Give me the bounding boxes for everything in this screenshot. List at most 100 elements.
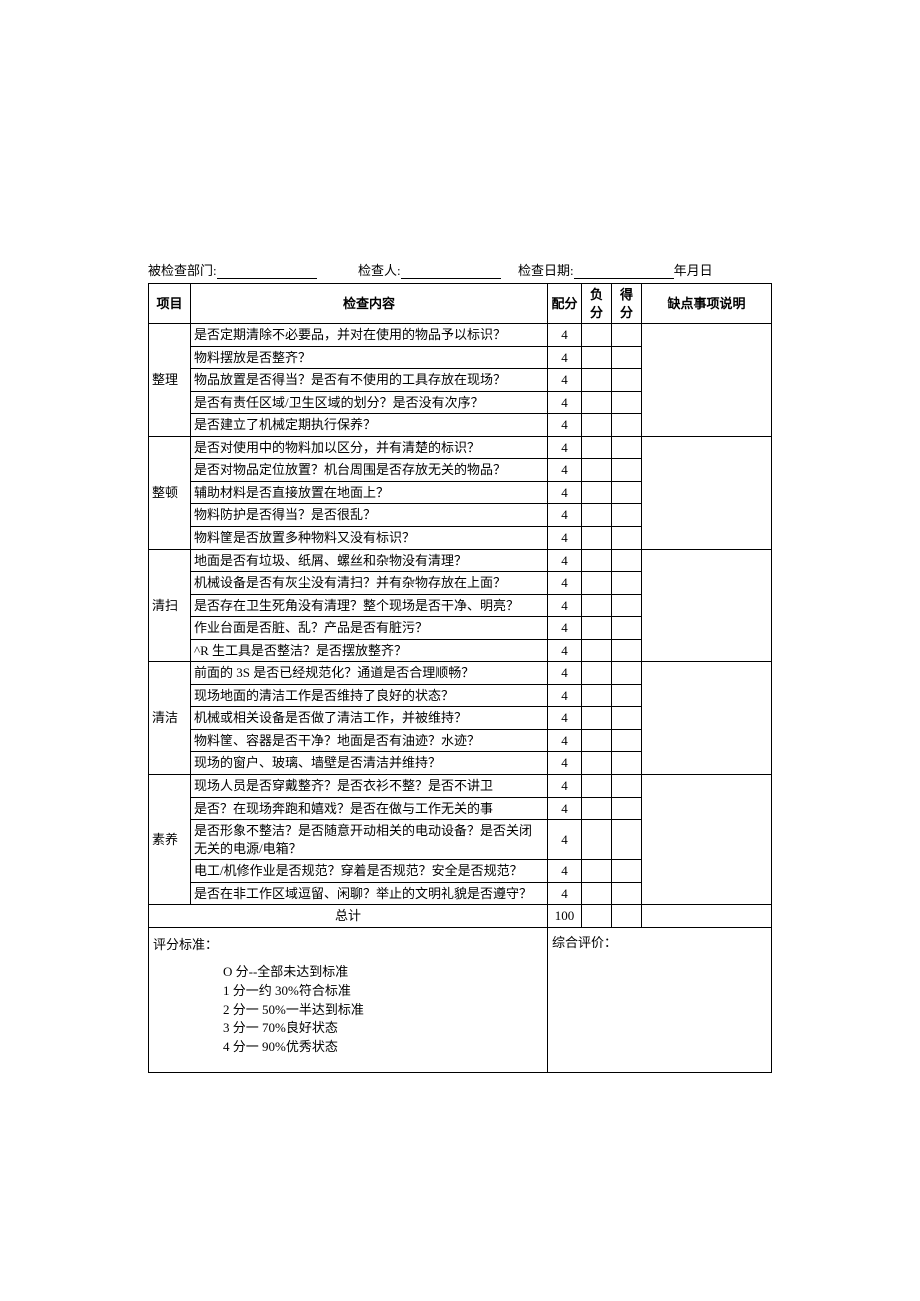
- allocated-cell: 4: [548, 882, 582, 905]
- score-cell: [612, 775, 642, 798]
- allocated-cell: 4: [548, 324, 582, 347]
- criteria-line: 3 分一 70%良好状态: [223, 1019, 543, 1037]
- score-cell: [612, 436, 642, 459]
- content-cell: 是否建立了机械定期执行保养？: [191, 414, 548, 437]
- deduct-cell: [582, 797, 612, 820]
- criteria-line: 2 分一 50%一半达到标准: [223, 1001, 543, 1019]
- criteria-line: O 分--全部未达到标准: [223, 963, 543, 981]
- table-body: 整理是否定期清除不必要品，并对在使用的物品予以标识？4物料摆放是否整齐？4物品放…: [149, 324, 772, 1073]
- allocated-cell: 4: [548, 775, 582, 798]
- deduct-cell: [582, 504, 612, 527]
- score-cell: [612, 414, 642, 437]
- content-cell: 物料筐是否放置多种物料又没有标识？: [191, 527, 548, 550]
- note-cell: [642, 662, 772, 775]
- evaluation-cell: 综合评价：: [548, 927, 772, 1072]
- content-cell: 作业台面是否脏、乱？产品是否有脏污？: [191, 617, 548, 640]
- content-cell: 物料筐、容器是否干净？地面是否有油迹？水迹？: [191, 729, 548, 752]
- allocated-cell: 4: [548, 752, 582, 775]
- allocated-cell: 4: [548, 860, 582, 883]
- allocated-cell: 4: [548, 662, 582, 685]
- criteria-line: 1 分一约 30%符合标准: [223, 982, 543, 1000]
- content-cell: 是否形象不整洁？是否随意开动相关的电动设备？是否关闭无关的电源/电箱？: [191, 820, 548, 860]
- inspector-underline: [401, 260, 501, 279]
- note-cell: [642, 549, 772, 662]
- content-cell: 是否存在卫生死角没有清理？整个现场是否干净、明亮？: [191, 594, 548, 617]
- score-cell: [612, 639, 642, 662]
- col-category: 项目: [149, 284, 191, 324]
- allocated-cell: 4: [548, 707, 582, 730]
- content-cell: 地面是否有垃圾、纸屑、螺丝和杂物没有清理？: [191, 549, 548, 572]
- date-value: 年月日: [674, 260, 713, 279]
- allocated-cell: 4: [548, 820, 582, 860]
- allocated-cell: 4: [548, 414, 582, 437]
- allocated-cell: 4: [548, 527, 582, 550]
- content-cell: 是否对使用中的物料加以区分，并有清楚的标识？: [191, 436, 548, 459]
- dept-label: 被检查部门:: [148, 260, 217, 279]
- deduct-cell: [582, 572, 612, 595]
- criteria-line: 4 分一 90%优秀状态: [223, 1038, 543, 1056]
- category-cell: 清扫: [149, 549, 191, 662]
- deduct-cell: [582, 820, 612, 860]
- score-cell: [612, 752, 642, 775]
- score-cell: [612, 459, 642, 482]
- score-cell: [612, 481, 642, 504]
- col-deduct: 负分: [582, 284, 612, 324]
- deduct-cell: [582, 436, 612, 459]
- allocated-cell: 4: [548, 572, 582, 595]
- inspector-label: 检查人:: [358, 260, 401, 279]
- score-cell: [612, 391, 642, 414]
- note-cell: [642, 324, 772, 437]
- deduct-cell: [582, 594, 612, 617]
- score-cell: [612, 707, 642, 730]
- deduct-cell: [582, 459, 612, 482]
- table-row: 清扫地面是否有垃圾、纸屑、螺丝和杂物没有清理？4: [149, 549, 772, 572]
- score-cell: [612, 549, 642, 572]
- allocated-cell: 4: [548, 369, 582, 392]
- total-label: 总计: [149, 905, 548, 928]
- deduct-cell: [582, 346, 612, 369]
- total-score: 100: [548, 905, 582, 928]
- deduct-cell: [582, 707, 612, 730]
- allocated-cell: 4: [548, 684, 582, 707]
- allocated-cell: 4: [548, 346, 582, 369]
- criteria-title: 评分标准：: [153, 936, 543, 954]
- deduct-cell: [582, 369, 612, 392]
- content-cell: 是否？在现场奔跑和嬉戏？是否在做与工作无关的事: [191, 797, 548, 820]
- score-cell: [612, 797, 642, 820]
- note-cell: [642, 775, 772, 905]
- table-row: 整顿是否对使用中的物料加以区分，并有清楚的标识？4: [149, 436, 772, 459]
- score-cell: [612, 882, 642, 905]
- deduct-cell: [582, 324, 612, 347]
- score-cell: [612, 684, 642, 707]
- deduct-cell: [582, 662, 612, 685]
- content-cell: 是否在非工作区域逗留、闲聊？举止的文明礼貌是否遵守？: [191, 882, 548, 905]
- col-score: 得分: [612, 284, 642, 324]
- allocated-cell: 4: [548, 391, 582, 414]
- allocated-cell: 4: [548, 436, 582, 459]
- total-row: 总计100: [149, 905, 772, 928]
- col-allocated: 配分: [548, 284, 582, 324]
- deduct-cell: [582, 775, 612, 798]
- allocated-cell: 4: [548, 617, 582, 640]
- allocated-cell: 4: [548, 797, 582, 820]
- score-cell: [612, 617, 642, 640]
- content-cell: 现场地面的清洁工作是否维持了良好的状态？: [191, 684, 548, 707]
- content-cell: 电工/机修作业是否规范？穿着是否规范？安全是否规范？: [191, 860, 548, 883]
- table-row: 清洁前面的 3S 是否已经规范化？通道是否合理顺畅？4: [149, 662, 772, 685]
- content-cell: ^R 生工具是否整洁？是否摆放整齐？: [191, 639, 548, 662]
- col-note: 缺点事项说明: [642, 284, 772, 324]
- allocated-cell: 4: [548, 504, 582, 527]
- allocated-cell: 4: [548, 459, 582, 482]
- deduct-cell: [582, 882, 612, 905]
- category-cell: 整理: [149, 324, 191, 437]
- table-row: 整理是否定期清除不必要品，并对在使用的物品予以标识？4: [149, 324, 772, 347]
- date-label: 检查日期:: [518, 260, 574, 279]
- score-cell: [612, 662, 642, 685]
- total-empty: [582, 905, 612, 928]
- criteria-cell: 评分标准： O 分--全部未达到标准1 分一约 30%符合标准2 分一 50%一半…: [149, 927, 548, 1072]
- content-cell: 物料摆放是否整齐？: [191, 346, 548, 369]
- table-header-row: 项目 检查内容 配分 负分 得分 缺点事项说明: [149, 284, 772, 324]
- date-underline: [574, 260, 674, 279]
- content-cell: 是否对物品定位放置？机台周围是否存放无关的物品？: [191, 459, 548, 482]
- deduct-cell: [582, 481, 612, 504]
